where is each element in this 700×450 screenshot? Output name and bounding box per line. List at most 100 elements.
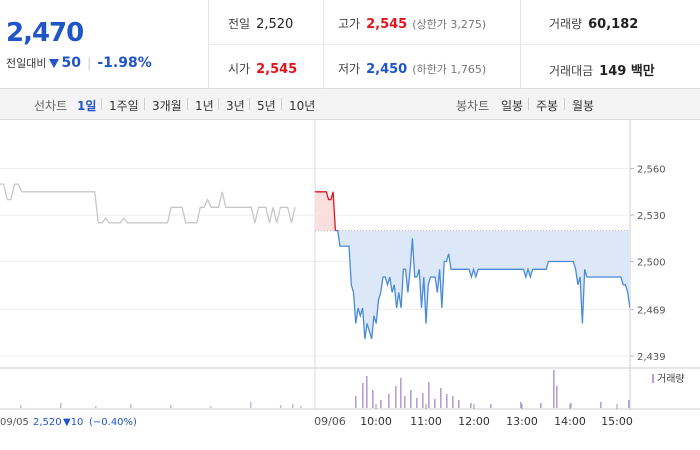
lower-limit: (하한가 1,765)	[412, 63, 487, 76]
volume-value: 60,182	[588, 17, 639, 32]
high-label: 고가	[338, 17, 361, 31]
candle-monthly[interactable]: 월봉	[572, 99, 595, 113]
volume-legend-label: 거래량	[657, 373, 685, 385]
volume-bar	[452, 396, 454, 408]
volume-stat: 거래량 60,182	[549, 15, 638, 32]
volume-bar	[292, 404, 294, 408]
candle-daily[interactable]: 일봉	[501, 99, 524, 113]
volume-bar	[404, 396, 406, 408]
amount-label: 거래대금	[549, 64, 594, 78]
volume-bar	[20, 405, 22, 408]
amount-value: 149 백만	[599, 64, 655, 79]
volume-bar	[388, 394, 390, 408]
open-stat: 시가 2,545	[228, 60, 297, 77]
period-3m[interactable]: 3개월	[152, 99, 182, 113]
volume-bar	[395, 386, 397, 408]
volume-bar	[428, 382, 430, 408]
volume-bar	[400, 378, 402, 408]
volume-bar	[570, 403, 572, 408]
volume-bar	[490, 404, 492, 408]
y-tick-label: 2,560	[637, 165, 666, 176]
high-value: 2,545	[366, 17, 408, 32]
prev-day-line	[0, 183, 296, 224]
volume-bar	[458, 400, 460, 408]
y-tick-label: 2,530	[637, 211, 666, 222]
x-tick-label: 11:00	[410, 415, 442, 428]
volume-bar	[470, 403, 472, 408]
prev-day-pct: (−0.40%)	[89, 417, 137, 428]
period-1d[interactable]: 1일	[77, 99, 97, 113]
volume-bar	[250, 402, 252, 408]
x-tick-label: 09/06	[314, 415, 346, 428]
separator	[144, 98, 145, 110]
low-value: 2,450	[366, 62, 408, 77]
low-label: 저가	[338, 62, 361, 76]
up-area	[315, 191, 336, 231]
open-value: 2,545	[256, 62, 298, 77]
x-tick-label: 13:00	[506, 415, 538, 428]
y-tick-label: 2,500	[637, 258, 666, 269]
volume-bar	[380, 400, 382, 408]
today-line-down	[334, 230, 630, 340]
chart-grid	[0, 120, 700, 410]
period-selector: 선차트 1일 1주일 3개월 1년 3년 5년 10년 봉차트 일봉 주봉 월봉	[0, 89, 700, 120]
down-area	[315, 230, 630, 339]
amount-stat: 거래대금 149 백만	[549, 60, 655, 79]
diff-value: 50	[61, 55, 81, 71]
volume-bar	[210, 406, 212, 408]
separator	[187, 98, 188, 110]
volume-bar	[300, 406, 302, 408]
period-3y[interactable]: 3년	[226, 99, 245, 113]
x-tick-label: 12:00	[458, 415, 490, 428]
volume-bar	[362, 383, 364, 408]
intraday-chart[interactable]: 2,560 2,530 2,500 2,469 2,439 거래량 09/06 10:00…	[0, 120, 700, 450]
volume-bar	[628, 400, 630, 408]
open-label: 시가	[228, 62, 251, 76]
upper-limit: (상한가 3,275)	[412, 18, 487, 31]
volume-bar	[446, 394, 448, 408]
volume-bar	[416, 398, 418, 408]
y-axis: 2,560 2,530 2,500 2,469 2,439	[637, 165, 666, 363]
volume-bar	[556, 386, 558, 408]
volume-bar	[520, 402, 522, 408]
diff-percent: -1.98%	[97, 55, 152, 71]
period-10y[interactable]: 10년	[289, 99, 316, 113]
low-stat: 저가 2,450 (하한가 1,765)	[338, 60, 486, 77]
volume-bar	[355, 396, 357, 408]
header-row-divider	[208, 44, 700, 45]
period-1y[interactable]: 1년	[195, 99, 214, 113]
volume-legend-swatch	[652, 374, 654, 383]
quote-header: 2,470 전일대비 50 | -1.98% 전일 2,520 시가 2,545…	[0, 0, 700, 89]
separator	[101, 98, 102, 110]
volume-bar	[280, 405, 282, 408]
x-tick-label: 10:00	[360, 415, 392, 428]
separator	[281, 98, 282, 110]
x-tick-label: 14:00	[554, 415, 586, 428]
candle-weekly[interactable]: 주봉	[536, 99, 559, 113]
separator	[564, 98, 565, 110]
current-price: 2,470	[6, 18, 84, 48]
separator	[249, 98, 250, 110]
period-1w[interactable]: 1주일	[109, 99, 139, 113]
separator	[218, 98, 219, 110]
prev-day-series	[0, 183, 296, 224]
diff-separator: |	[86, 55, 92, 71]
x-tick-label: 15:00	[601, 415, 633, 428]
line-chart-label: 선차트	[34, 99, 68, 113]
volume-bar	[434, 399, 436, 408]
volume-label: 거래량	[549, 17, 583, 31]
y-tick-label: 2,439	[637, 352, 666, 363]
y-tick-label: 2,469	[637, 306, 666, 317]
volume-bar	[366, 376, 368, 408]
volume-bar	[60, 403, 62, 408]
volume-bar	[410, 390, 412, 408]
chart-svg: 2,560 2,530 2,500 2,469 2,439 거래량 09/06 10:00…	[0, 120, 700, 428]
prev-close-label: 전일	[228, 17, 251, 31]
volume-bar	[553, 370, 555, 408]
today-series	[315, 191, 630, 340]
high-stat: 고가 2,545 (상한가 3,275)	[338, 15, 486, 32]
period-5y[interactable]: 5년	[257, 99, 276, 113]
price-change: 전일대비 50 | -1.98%	[6, 55, 152, 71]
volume-bar	[440, 388, 442, 408]
volume-bar	[170, 405, 172, 408]
